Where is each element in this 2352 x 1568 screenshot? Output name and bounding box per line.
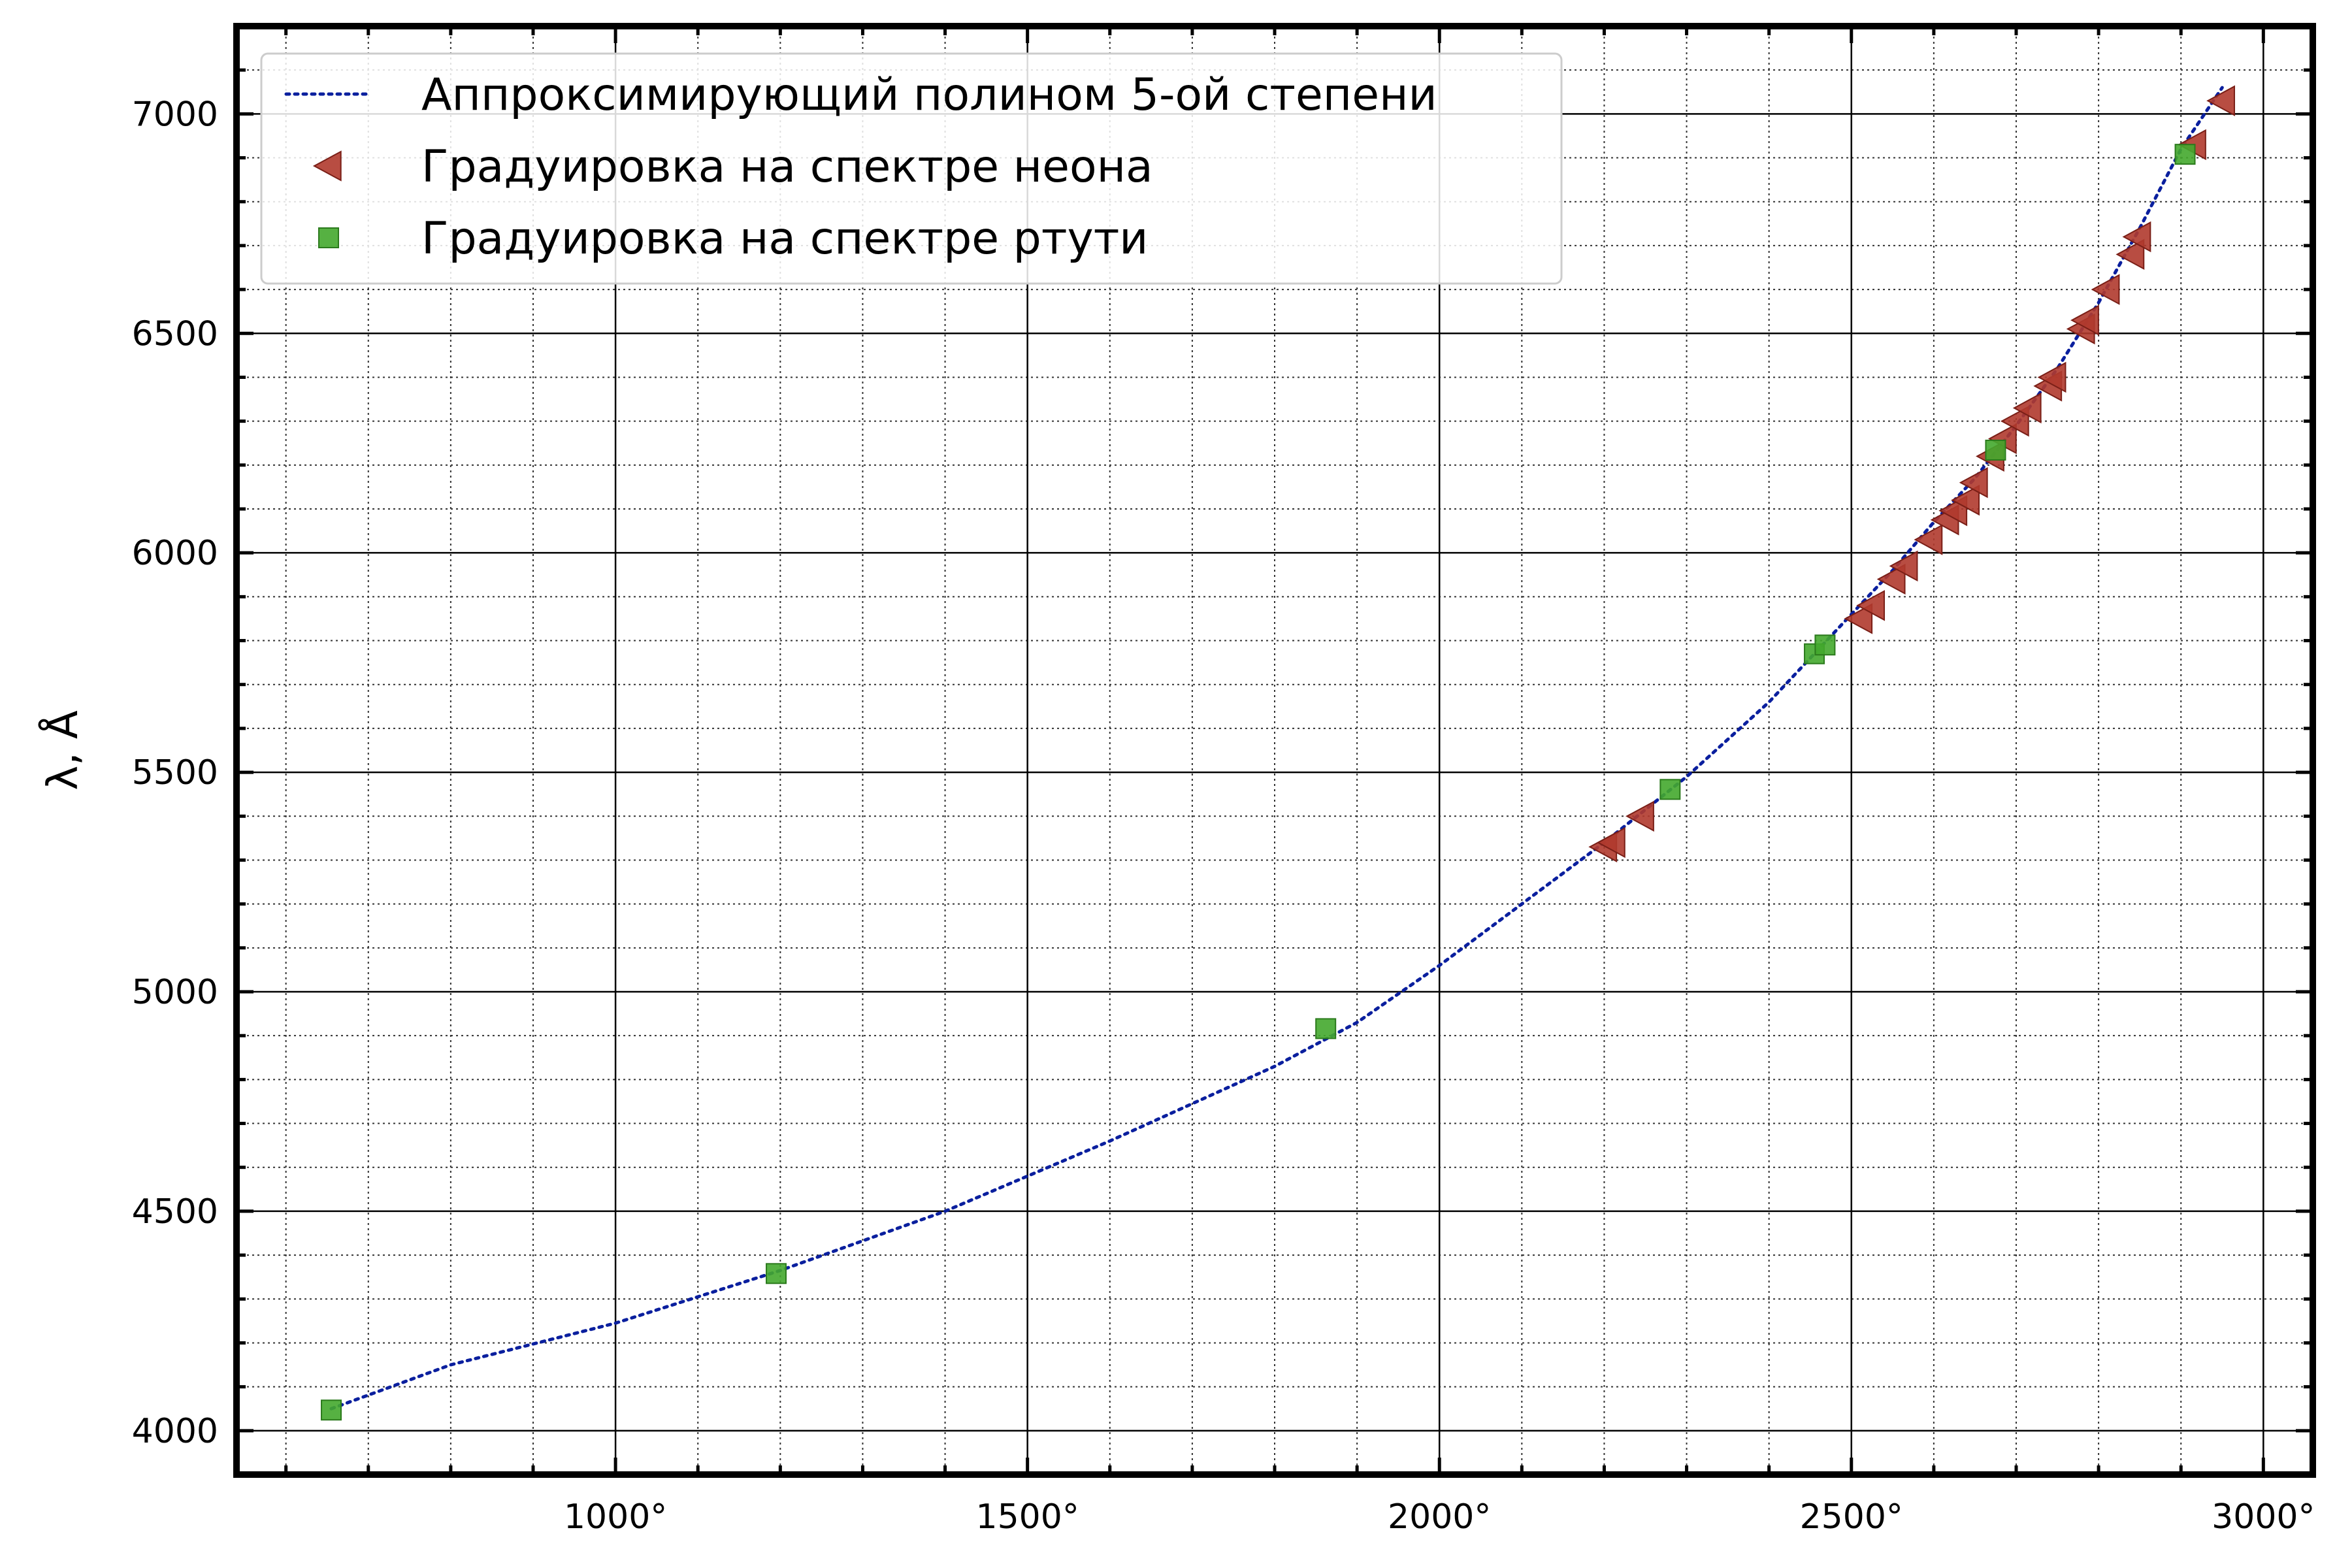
neon-point xyxy=(1596,826,1625,858)
neon-point xyxy=(1914,524,1943,555)
neon-point xyxy=(2037,361,2066,393)
mercury-point xyxy=(1985,439,2006,461)
fit-curve-layer xyxy=(329,86,2224,1411)
fit-curve-line xyxy=(329,86,2224,1411)
legend-box xyxy=(260,52,1563,285)
legend-swatch-neon xyxy=(312,150,342,182)
neon-point xyxy=(1959,467,1988,498)
neon-point xyxy=(2091,274,2120,305)
legend-label: Градуировка на спектре неона xyxy=(421,141,1153,193)
neon-point xyxy=(1889,550,1918,582)
neon-point xyxy=(1876,563,1906,595)
neon-point xyxy=(2012,392,2042,424)
mercury-points-layer xyxy=(321,144,2196,1421)
mercury-point xyxy=(2174,144,2196,165)
neon-point xyxy=(1625,800,1654,832)
y-tick-label: 4500 xyxy=(132,1192,218,1232)
legend-label: Аппроксимирующий полином 5-ой степени xyxy=(421,69,1437,121)
y-tick-label: 7000 xyxy=(132,95,218,134)
neon-point xyxy=(1856,590,1886,621)
mercury-point xyxy=(1315,1018,1337,1039)
neon-point xyxy=(1951,484,1980,516)
y-tick-label: 6500 xyxy=(132,314,218,353)
legend-label: Градуировка на спектре ртути xyxy=(421,213,1149,265)
y-tick-label: 5000 xyxy=(132,973,218,1012)
mercury-point xyxy=(766,1263,787,1284)
legend: Аппроксимирующий полином 5-ой степени Гра… xyxy=(260,52,1563,285)
neon-point xyxy=(2115,238,2145,270)
mercury-point xyxy=(1814,634,1836,656)
mercury-point xyxy=(1659,779,1681,800)
neon-points-layer xyxy=(1588,85,2235,862)
y-axis-label: λ, Å xyxy=(38,710,88,791)
y-tick-label: 6000 xyxy=(132,534,218,573)
plot-frame xyxy=(233,23,2316,1478)
x-tick-label: 1500° xyxy=(975,1497,1079,1537)
x-tick-label: 2500° xyxy=(1800,1497,1903,1537)
neon-point xyxy=(2206,85,2235,116)
y-tick-label: 5500 xyxy=(132,753,218,792)
neon-point xyxy=(1844,603,1873,634)
tick-labels: 1000° 1500° 2000° 2500° 3000° 4000 4500 5000 550… xyxy=(132,95,2315,1537)
x-tick-label: 1000° xyxy=(564,1497,667,1537)
mercury-point xyxy=(321,1399,342,1421)
neon-point xyxy=(2070,304,2099,336)
neon-point xyxy=(2122,221,2151,253)
y-tick-label: 4000 xyxy=(132,1412,218,1451)
x-tick-label: 3000° xyxy=(2212,1497,2315,1537)
legend-swatch-mercury xyxy=(318,227,339,248)
x-tick-label: 2000° xyxy=(1388,1497,1491,1537)
neon-point xyxy=(2000,405,2029,437)
